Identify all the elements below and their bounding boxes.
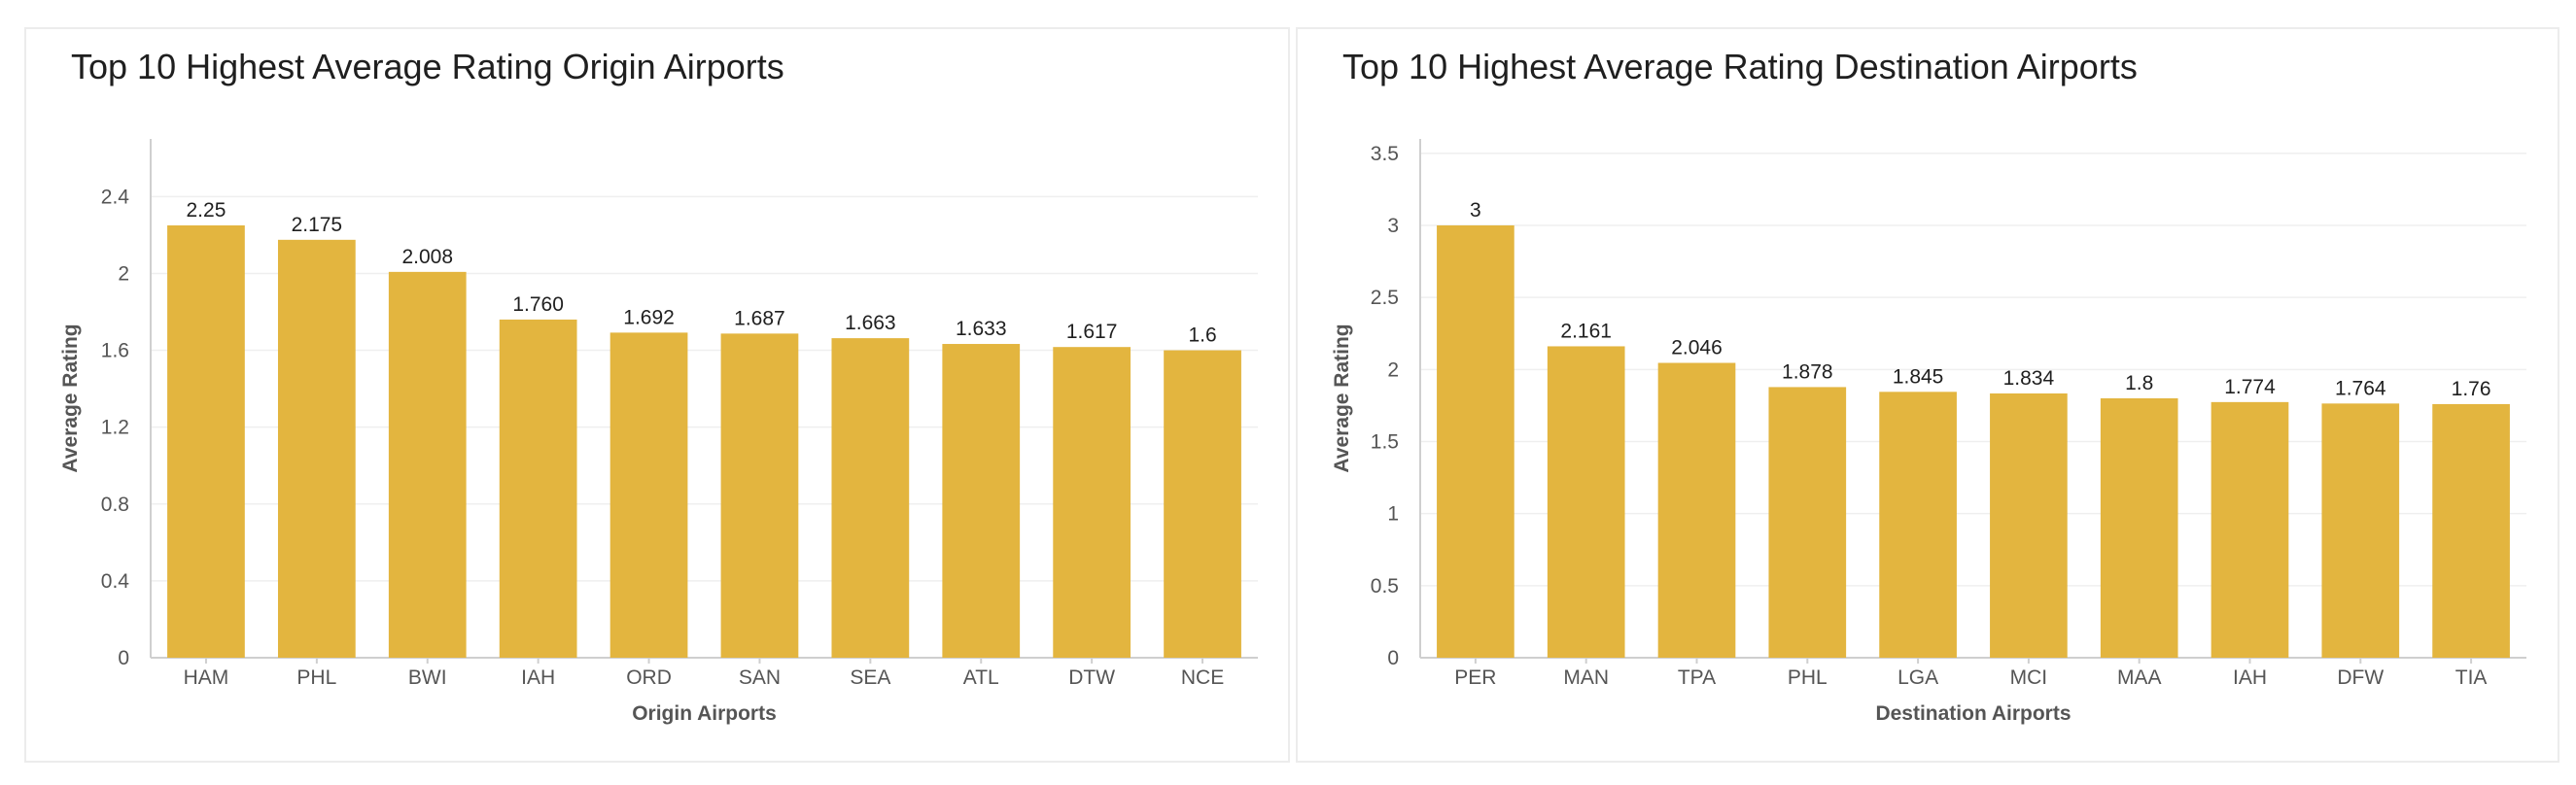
y-tick-label: 1.2 xyxy=(101,417,129,439)
y-tick-label: 2 xyxy=(1387,358,1399,381)
bar xyxy=(720,333,799,658)
bar xyxy=(388,271,467,658)
bar xyxy=(942,344,1021,658)
bar xyxy=(609,332,688,658)
y-axis-title: Average Rating xyxy=(59,324,82,472)
data-label: 1.760 xyxy=(512,293,564,316)
data-label: 1.76 xyxy=(2452,378,2491,400)
y-axis-title: Average Rating xyxy=(1331,324,1353,472)
bar xyxy=(2432,403,2510,658)
x-tick-label: PHL xyxy=(296,666,336,689)
chart-title: Top 10 Highest Average Rating Origin Air… xyxy=(71,47,784,86)
x-tick-label: HAM xyxy=(184,666,229,689)
y-tick-label: 0 xyxy=(1387,647,1399,669)
bar xyxy=(2210,401,2289,658)
bar xyxy=(2100,398,2178,658)
data-label: 1.663 xyxy=(845,312,896,334)
x-tick-label: MAN xyxy=(1563,666,1609,689)
y-tick-label: 2.4 xyxy=(101,186,130,208)
x-tick-label: IAH xyxy=(2233,666,2267,689)
y-tick-label: 2 xyxy=(118,262,129,285)
y-tick-label: 0.5 xyxy=(1371,575,1399,597)
x-tick-label: ATL xyxy=(963,666,999,689)
bar xyxy=(1547,346,1625,658)
x-axis-title: Origin Airports xyxy=(632,702,777,725)
x-tick-label: MCI xyxy=(2010,666,2048,689)
y-tick-label: 1.6 xyxy=(101,340,129,362)
data-label: 1.764 xyxy=(2335,377,2386,399)
bar xyxy=(499,319,577,658)
data-label: 1.845 xyxy=(1893,365,1944,388)
data-label: 1.878 xyxy=(1782,360,1833,383)
x-tick-label: BWI xyxy=(408,666,447,689)
bar xyxy=(1657,362,1736,658)
x-tick-label: DFW xyxy=(2337,666,2384,689)
x-tick-label: PER xyxy=(1454,666,1496,689)
destination-bar-chart: 0 0.5 1 1.5 2 2.5 3 3.5 3 PER 2.161 MAN 2.046 TPA 1.87… xyxy=(1331,139,2526,725)
bar xyxy=(1990,392,2068,658)
x-tick-label: TPA xyxy=(1678,666,1716,689)
bar xyxy=(1768,387,1847,658)
data-label: 1.834 xyxy=(2003,367,2055,390)
data-label: 1.687 xyxy=(734,307,785,329)
bar xyxy=(1437,225,1514,658)
x-tick-label: ORD xyxy=(626,666,672,689)
x-tick-label: DTW xyxy=(1068,666,1115,689)
origin-bar-chart: 0 0.4 0.8 1.2 1.6 2 2.4 2.25 HAM 2.175 PHL 2.008 BWI… xyxy=(59,139,1258,725)
bar xyxy=(1053,347,1131,658)
y-tick-label: 2.5 xyxy=(1371,287,1399,309)
y-tick-label: 0 xyxy=(118,647,129,669)
data-label: 1.774 xyxy=(2224,376,2276,398)
origin-chart-panel: Top 10 Highest Average Rating Origin Air… xyxy=(24,27,1290,763)
x-tick-label: IAH xyxy=(521,666,555,689)
data-label: 1.8 xyxy=(2125,372,2153,394)
chart-title: Top 10 Highest Average Rating Destinatio… xyxy=(1342,47,2138,86)
y-tick-label: 3 xyxy=(1387,215,1399,237)
data-label: 1.692 xyxy=(623,306,675,328)
data-label: 2.161 xyxy=(1560,320,1612,342)
x-tick-label: TIA xyxy=(2455,666,2488,689)
x-tick-label: LGA xyxy=(1897,666,1938,689)
data-label: 3 xyxy=(1470,199,1481,222)
y-tick-label: 0.8 xyxy=(101,494,129,516)
data-label: 1.6 xyxy=(1188,324,1216,347)
data-label: 2.046 xyxy=(1671,337,1723,359)
y-tick-label: 1.5 xyxy=(1371,431,1399,454)
x-tick-label: MAA xyxy=(2117,666,2162,689)
bar xyxy=(831,338,910,658)
y-tick-label: 1 xyxy=(1387,503,1399,526)
data-label: 2.175 xyxy=(292,214,343,236)
x-tick-label: PHL xyxy=(1788,666,1828,689)
data-label: 2.25 xyxy=(187,199,226,222)
bar xyxy=(2321,403,2400,658)
x-axis-title: Destination Airports xyxy=(1875,702,2071,725)
bar xyxy=(167,225,245,658)
destination-chart-panel: Top 10 Highest Average Rating Destinatio… xyxy=(1296,27,2559,763)
x-tick-label: SAN xyxy=(739,666,781,689)
data-label: 1.617 xyxy=(1066,321,1118,343)
bar xyxy=(1879,392,1957,658)
y-tick-label: 3.5 xyxy=(1371,143,1399,165)
bar xyxy=(277,239,356,659)
data-label: 1.633 xyxy=(956,318,1007,340)
y-tick-label: 0.4 xyxy=(101,570,130,593)
data-label: 2.008 xyxy=(401,246,453,268)
x-tick-label: NCE xyxy=(1181,666,1224,689)
x-tick-label: SEA xyxy=(850,666,890,689)
bar xyxy=(1164,350,1241,658)
